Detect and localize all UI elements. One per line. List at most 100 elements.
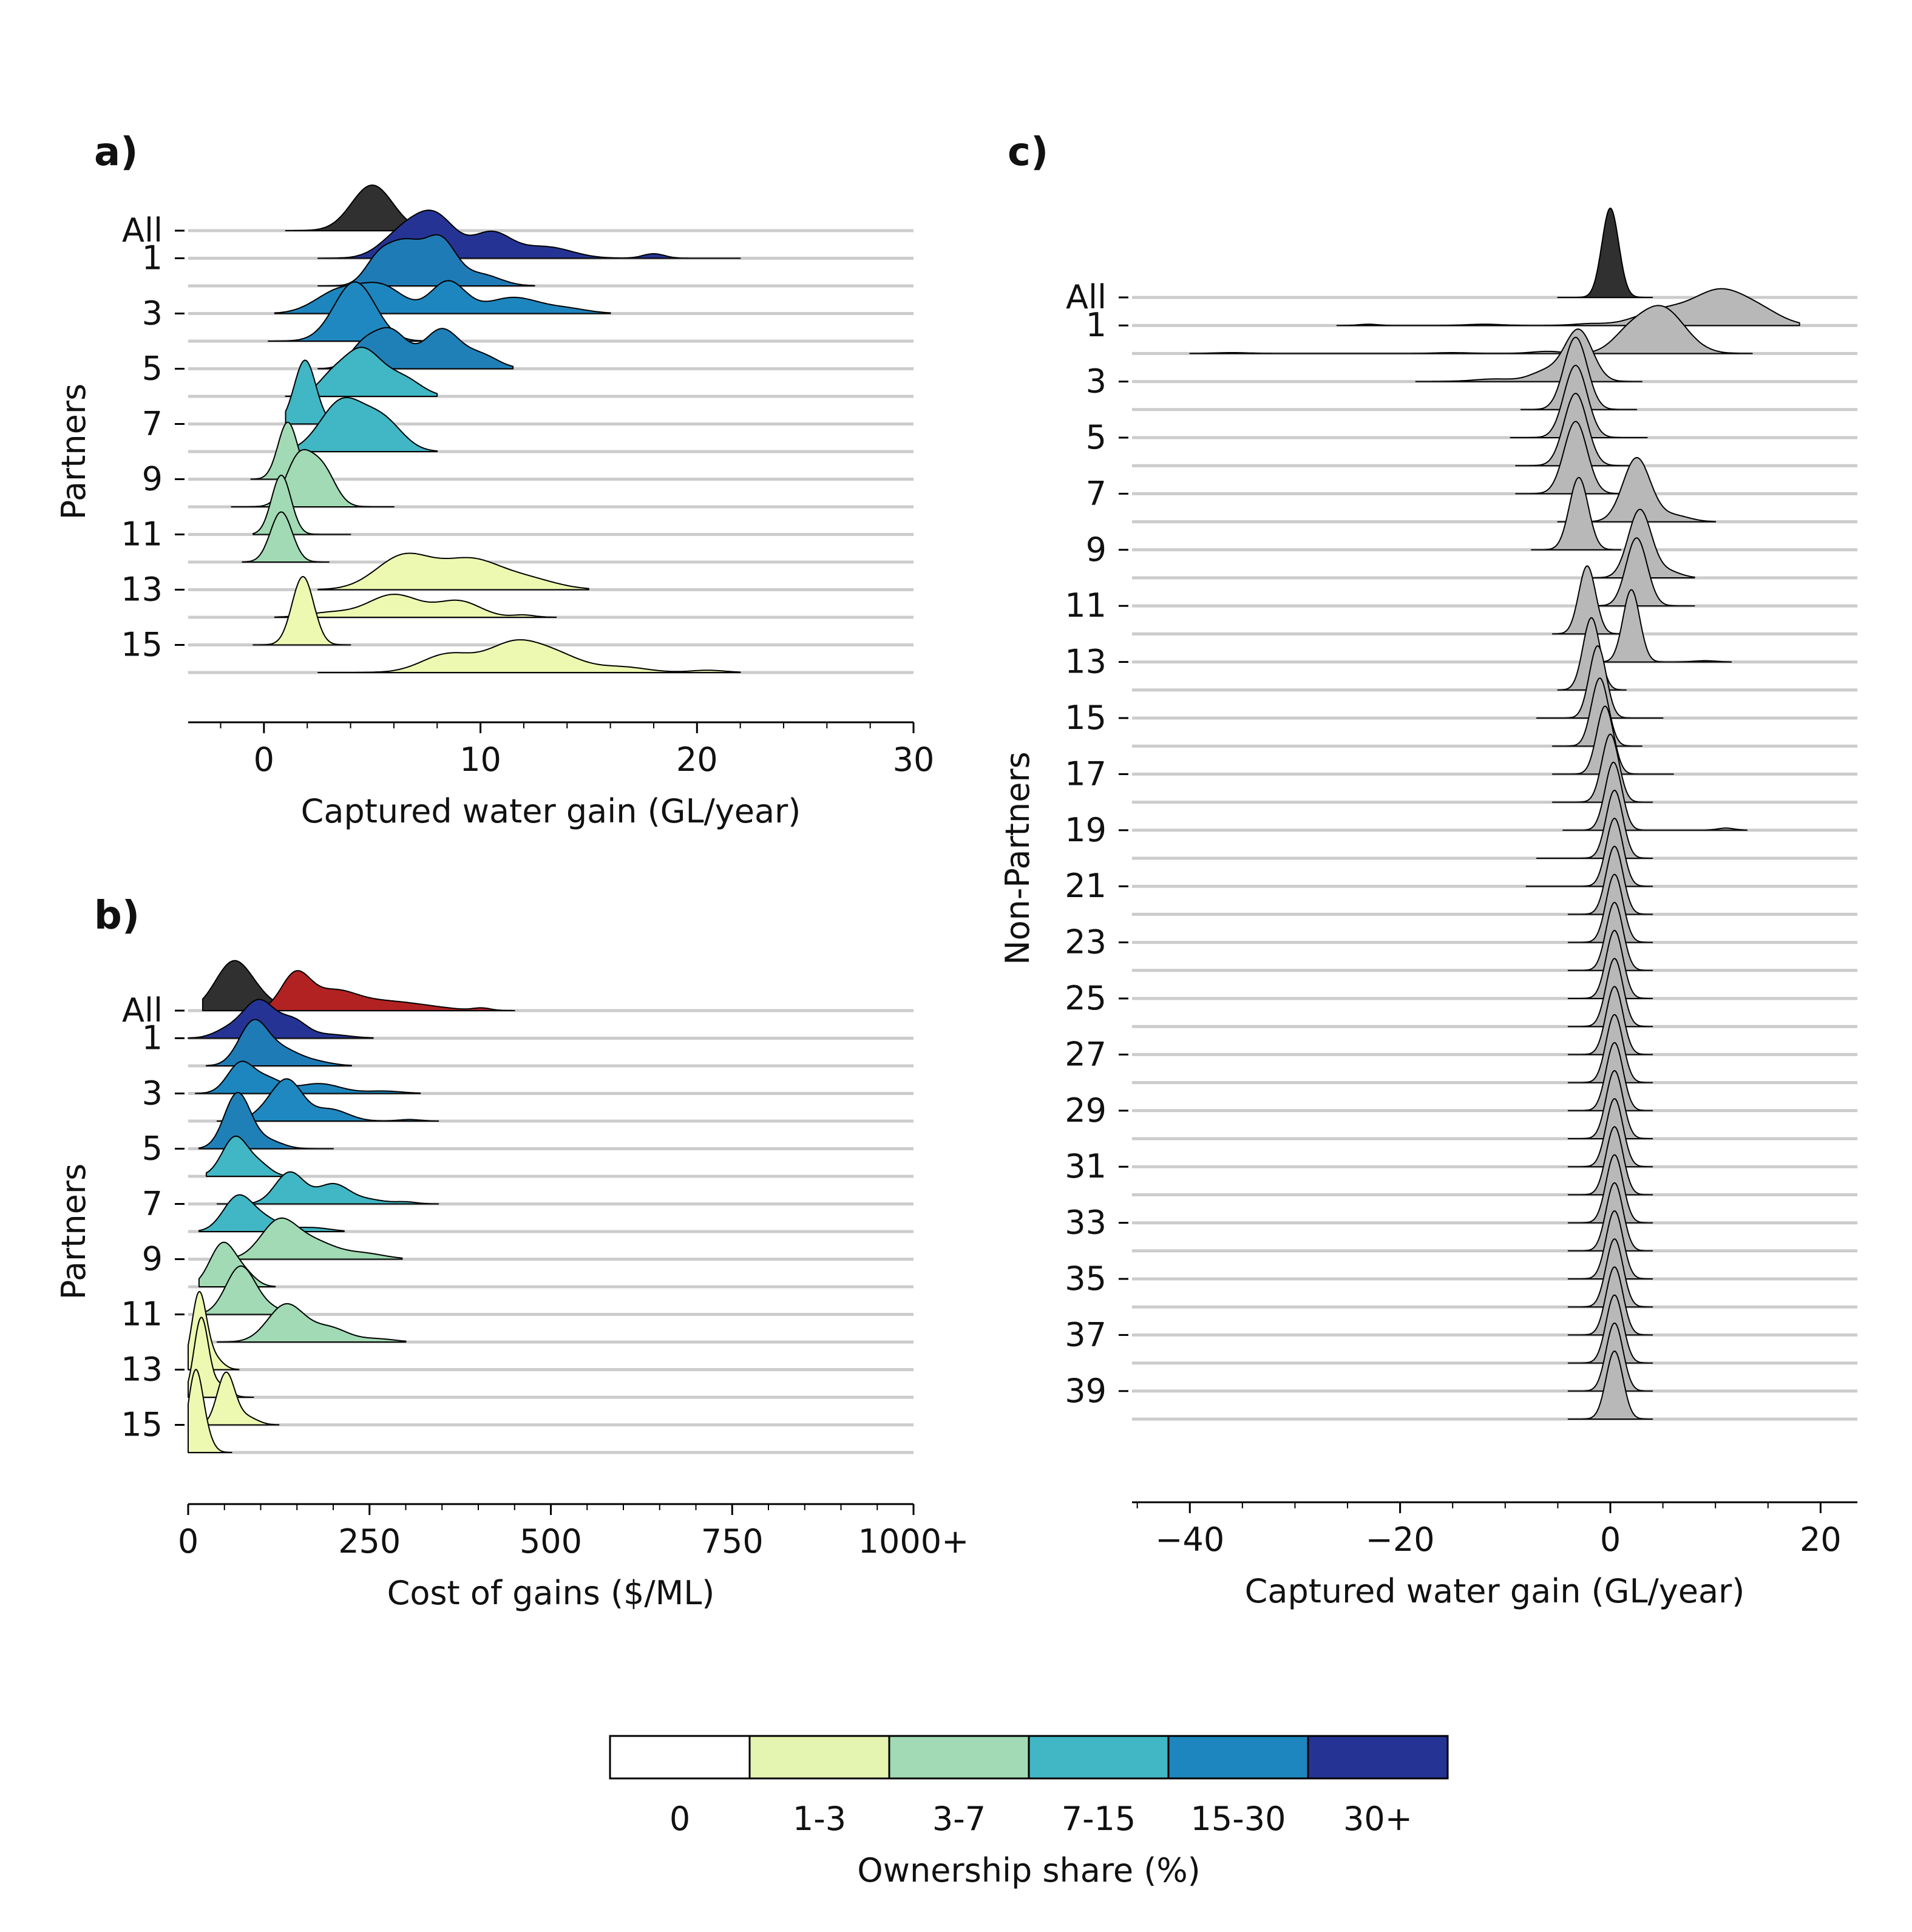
x-tick-label: 500 <box>520 1522 582 1561</box>
ridge-2 <box>1189 305 1753 354</box>
y-tick-label: 7 <box>142 1185 163 1223</box>
panel-label: a) <box>94 130 138 175</box>
y-tick-label: 13 <box>121 571 163 609</box>
ownership-legend: 0 1-3 3-7 7-15 15-30 30+ Ownership share (%) <box>609 1735 1449 1890</box>
legend-label: 30+ <box>1343 1800 1412 1838</box>
y-tick-label: 9 <box>1086 530 1107 569</box>
ridge-2 <box>205 1019 352 1066</box>
ridge-10 <box>1588 509 1695 578</box>
ridge-6 <box>205 1135 283 1177</box>
y-tick-label: 1 <box>142 239 163 277</box>
x-tick-label: 0 <box>1600 1520 1621 1559</box>
y-tick-label: 19 <box>1065 811 1107 849</box>
x-tick-label: 0 <box>178 1522 198 1561</box>
y-tick-label: 1 <box>1086 306 1107 344</box>
y-tick-label: 25 <box>1065 979 1107 1017</box>
y-tick-label: 3 <box>1086 362 1107 401</box>
legend-swatch <box>1028 1735 1170 1780</box>
ridge-1 <box>1336 288 1800 327</box>
y-axis-label: Partners <box>55 1164 93 1300</box>
x-tick-label: −20 <box>1366 1520 1435 1559</box>
ridge-16 <box>188 1369 232 1453</box>
ridge-12 <box>216 1303 407 1343</box>
ridge-2 <box>317 234 535 286</box>
y-tick-label: 9 <box>142 1240 163 1278</box>
ridge-7 <box>216 1171 439 1205</box>
y-tick-label: 11 <box>1065 586 1107 625</box>
ridge-8 <box>198 1194 345 1232</box>
x-tick-label: 0 <box>254 741 274 779</box>
y-tick-label: 3 <box>142 1074 163 1113</box>
ridge-10 <box>231 449 395 507</box>
legend-label: 0 <box>670 1800 690 1838</box>
ridge-All-cost <box>260 970 515 1011</box>
y-tick-label: 33 <box>1065 1204 1107 1242</box>
legend-label: 3-7 <box>932 1800 986 1838</box>
ridge-3 <box>194 1060 421 1094</box>
ridge-8 <box>296 396 438 452</box>
legend-swatch <box>1167 1735 1309 1780</box>
ridge-15 <box>253 576 351 646</box>
ridge-18 <box>1551 733 1653 803</box>
legend-swatch <box>1307 1735 1449 1780</box>
legend-title: Ownership share (%) <box>857 1851 1200 1890</box>
x-tick-label: 30 <box>893 741 935 779</box>
ridge-14 <box>274 594 557 618</box>
y-axis-label: Non-Partners <box>998 751 1037 965</box>
y-tick-label: 1 <box>142 1019 163 1057</box>
y-tick-label: 13 <box>121 1351 163 1389</box>
ridge-13 <box>1599 589 1732 663</box>
x-axis-label: Captured water gain (GL/year) <box>1245 1572 1745 1610</box>
y-tick-label: 11 <box>121 1295 163 1334</box>
x-tick-label: −40 <box>1155 1520 1224 1559</box>
y-tick-label: 27 <box>1065 1035 1107 1073</box>
ridge-4 <box>216 1078 439 1122</box>
x-tick-label: 250 <box>338 1522 401 1561</box>
y-tick-label: 29 <box>1065 1091 1107 1130</box>
ridge-12 <box>242 511 330 563</box>
ridge-9 <box>1531 476 1622 551</box>
ridge-40 <box>1567 1351 1653 1420</box>
ridge-13 <box>317 552 589 591</box>
ridge-11 <box>1588 537 1695 607</box>
ridge-14 <box>1557 617 1627 691</box>
x-tick-label: 20 <box>676 741 718 779</box>
x-axis-label: Cost of gains ($/ML) <box>387 1574 715 1612</box>
ridge-5 <box>198 1092 334 1150</box>
y-tick-label: 15 <box>121 626 163 664</box>
y-tick-label: 7 <box>1086 474 1107 512</box>
ridge-20 <box>1536 790 1653 859</box>
y-tick-label: 31 <box>1065 1147 1107 1185</box>
y-tick-label: 7 <box>142 405 163 443</box>
x-tick-label: 20 <box>1800 1520 1842 1559</box>
ridge-9 <box>216 1217 403 1260</box>
legend-swatch <box>748 1735 890 1780</box>
y-tick-label: All <box>122 991 163 1029</box>
y-tick-label: 21 <box>1065 867 1107 905</box>
legend-label: 1-3 <box>793 1800 846 1838</box>
x-tick-label: 1000+ <box>858 1522 969 1561</box>
ridge-10 <box>198 1241 276 1287</box>
x-axis-label: Captured water gain (GL/year) <box>301 792 801 830</box>
legend-label: 15-30 <box>1191 1800 1286 1838</box>
y-tick-label: 17 <box>1065 754 1107 793</box>
ridge-16 <box>317 639 741 673</box>
y-tick-label: 5 <box>142 1130 163 1168</box>
y-axis-label: Partners <box>55 384 93 520</box>
x-tick-label: 750 <box>701 1522 764 1561</box>
y-tick-label: 5 <box>142 350 163 388</box>
y-tick-label: All <box>122 211 163 249</box>
y-tick-label: 37 <box>1065 1315 1107 1354</box>
y-tick-label: 9 <box>142 460 163 498</box>
panel-label: c) <box>1008 130 1048 175</box>
y-tick-label: 3 <box>142 294 163 333</box>
y-tick-label: 15 <box>121 1406 163 1444</box>
y-tick-label: 5 <box>1086 418 1107 456</box>
ridge-12 <box>1551 565 1627 635</box>
y-tick-label: 15 <box>1065 699 1107 737</box>
ridge-1 <box>188 998 374 1039</box>
